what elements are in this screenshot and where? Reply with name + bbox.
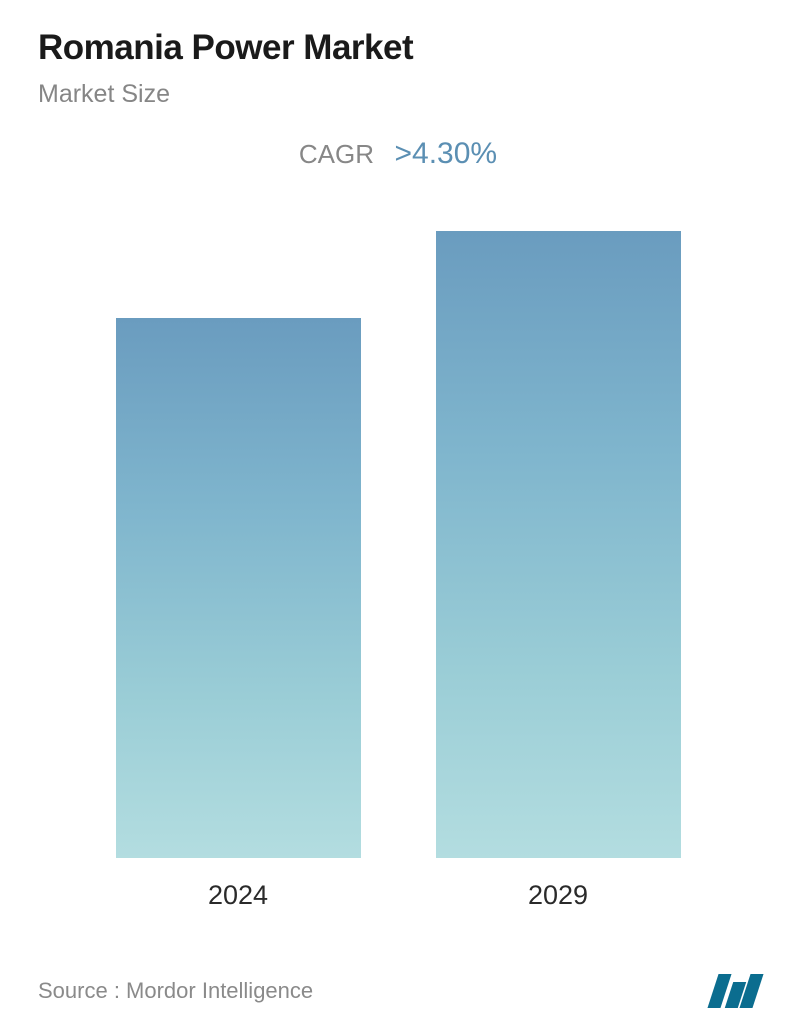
bar-label-1: 2029: [528, 880, 588, 911]
footer: Source : Mordor Intelligence: [38, 974, 758, 1008]
source-text: Source : Mordor Intelligence: [38, 978, 313, 1004]
chart-container: Romania Power Market Market Size CAGR >4…: [0, 0, 796, 1034]
bar-1: [436, 231, 681, 858]
bar-chart: 2024 2029: [38, 231, 758, 911]
bar-group-0: 2024: [116, 231, 361, 911]
cagr-label: CAGR: [299, 139, 374, 169]
mordor-logo: [713, 974, 758, 1008]
bar-label-0: 2024: [208, 880, 268, 911]
bar-0: [116, 318, 361, 858]
bar-group-1: 2029: [436, 231, 681, 911]
chart-title: Romania Power Market: [38, 28, 758, 68]
cagr-value: >4.30%: [394, 137, 497, 170]
chart-subtitle: Market Size: [38, 80, 758, 109]
cagr-row: CAGR >4.30%: [38, 137, 758, 171]
